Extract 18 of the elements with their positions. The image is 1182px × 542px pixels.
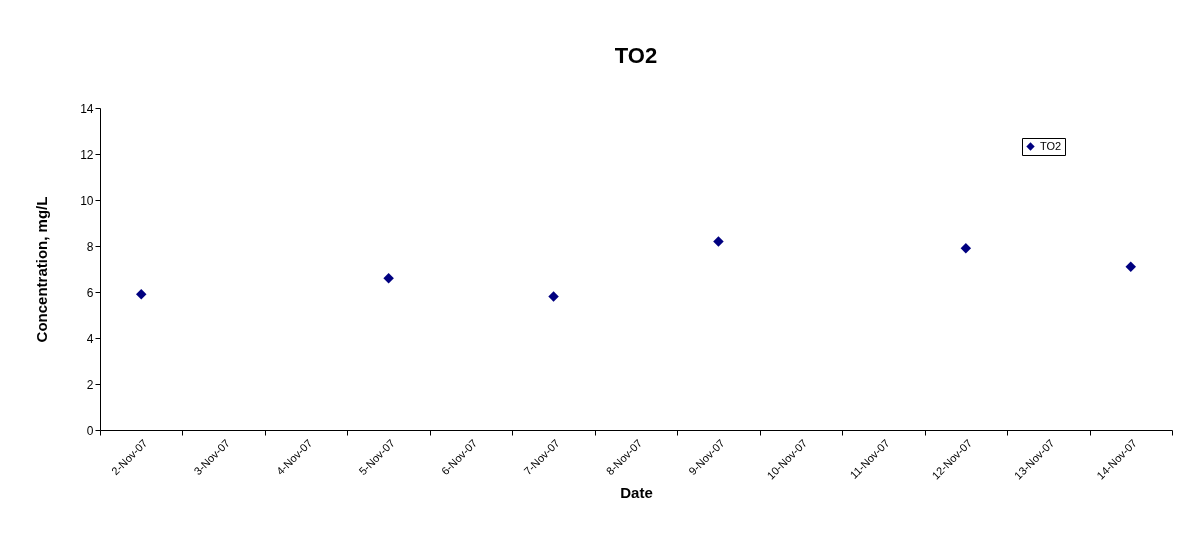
x-axis-title: Date (620, 483, 653, 501)
y-tick-label: 4 (86, 331, 94, 346)
y-axis-title: Concentration, mg/L (33, 196, 51, 343)
point (960, 243, 972, 254)
y-tick-label: 2 (86, 377, 94, 392)
chart-title: TO2 (614, 43, 658, 68)
y-tick-label: 12 (80, 147, 94, 162)
point (383, 272, 394, 284)
y-tick-label: 8 (86, 239, 94, 254)
point (135, 289, 147, 300)
point (1125, 261, 1137, 272)
y-tick-label: 6 (86, 285, 94, 300)
point (713, 236, 724, 247)
y-tick-label: 14 (80, 101, 94, 116)
y-tick-label: 10 (80, 193, 94, 208)
point (548, 291, 559, 302)
legend-label: TO2 (1040, 139, 1062, 152)
y-tick-label: 0 (86, 423, 94, 438)
